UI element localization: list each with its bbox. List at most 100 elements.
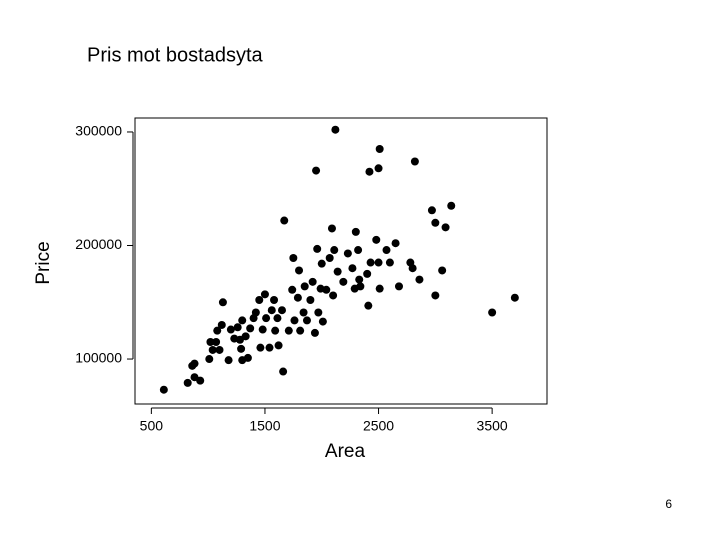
point bbox=[313, 244, 322, 253]
point bbox=[306, 296, 315, 304]
point bbox=[258, 325, 267, 334]
point bbox=[410, 157, 419, 166]
point bbox=[363, 269, 372, 278]
point bbox=[374, 164, 383, 173]
point bbox=[374, 258, 383, 267]
point bbox=[441, 223, 450, 232]
point bbox=[327, 224, 336, 233]
point bbox=[238, 316, 247, 325]
point bbox=[295, 266, 304, 275]
point bbox=[255, 296, 264, 304]
point bbox=[206, 338, 215, 347]
point bbox=[218, 298, 227, 307]
point bbox=[375, 284, 384, 293]
point bbox=[510, 293, 519, 302]
page-number: 6 bbox=[665, 497, 672, 511]
point bbox=[205, 355, 214, 364]
point bbox=[314, 308, 323, 317]
point bbox=[447, 201, 456, 210]
point bbox=[296, 326, 305, 335]
x-tick-label: 2500 bbox=[363, 418, 394, 434]
point bbox=[365, 167, 374, 176]
point bbox=[271, 326, 280, 335]
point bbox=[331, 125, 340, 134]
point bbox=[260, 290, 269, 299]
point bbox=[237, 344, 246, 353]
point bbox=[262, 314, 271, 323]
point bbox=[293, 293, 302, 302]
point bbox=[308, 277, 317, 286]
point bbox=[408, 264, 417, 273]
point bbox=[273, 314, 282, 323]
point bbox=[372, 235, 381, 244]
point bbox=[300, 282, 309, 291]
point bbox=[215, 345, 224, 354]
point bbox=[290, 316, 299, 325]
point bbox=[267, 306, 276, 315]
y-tick-label: 300000 bbox=[75, 123, 122, 139]
x-tick-label: 3500 bbox=[477, 418, 508, 434]
slide-title: Pris mot bostadsyta bbox=[87, 44, 264, 66]
point bbox=[415, 275, 424, 284]
point bbox=[431, 291, 440, 300]
point bbox=[322, 285, 331, 294]
point bbox=[329, 291, 338, 300]
point bbox=[427, 206, 436, 215]
point bbox=[382, 246, 391, 255]
point bbox=[274, 341, 283, 350]
point bbox=[243, 353, 252, 362]
point bbox=[241, 332, 250, 341]
point bbox=[394, 282, 403, 291]
point bbox=[348, 264, 357, 273]
point bbox=[302, 316, 311, 325]
y-tick-label: 100000 bbox=[75, 350, 122, 366]
point bbox=[277, 306, 286, 315]
point bbox=[233, 323, 242, 332]
point bbox=[159, 385, 168, 394]
point bbox=[280, 216, 289, 225]
point bbox=[265, 343, 274, 352]
point bbox=[343, 249, 352, 258]
point bbox=[488, 308, 497, 317]
point bbox=[246, 324, 255, 333]
x-tick-label: 1500 bbox=[249, 418, 280, 434]
point bbox=[208, 345, 217, 354]
point bbox=[385, 258, 394, 267]
point bbox=[375, 144, 384, 153]
point bbox=[289, 253, 298, 262]
point bbox=[318, 317, 327, 326]
point bbox=[279, 367, 288, 376]
point bbox=[351, 227, 360, 236]
point bbox=[364, 301, 373, 310]
point bbox=[333, 267, 342, 276]
point bbox=[284, 326, 293, 335]
point bbox=[431, 218, 440, 227]
y-axis-label: Price bbox=[33, 241, 54, 284]
point bbox=[196, 376, 205, 385]
point bbox=[183, 378, 192, 387]
point bbox=[226, 325, 235, 334]
point bbox=[256, 343, 265, 352]
point bbox=[310, 328, 319, 337]
plot-box bbox=[134, 117, 548, 405]
point bbox=[213, 326, 222, 335]
point bbox=[354, 246, 363, 255]
point bbox=[366, 258, 375, 267]
x-axis-label: Area bbox=[325, 441, 366, 462]
point bbox=[217, 320, 226, 329]
x-tick-label: 500 bbox=[140, 418, 164, 434]
point bbox=[270, 296, 279, 304]
point bbox=[190, 359, 199, 368]
point bbox=[299, 308, 308, 317]
point bbox=[312, 166, 321, 175]
point bbox=[288, 285, 297, 294]
point bbox=[339, 277, 348, 286]
point bbox=[325, 253, 334, 262]
point bbox=[317, 259, 326, 268]
y-tick-label: 200000 bbox=[75, 236, 122, 252]
point bbox=[251, 308, 260, 317]
point bbox=[438, 266, 447, 275]
point bbox=[212, 338, 221, 347]
